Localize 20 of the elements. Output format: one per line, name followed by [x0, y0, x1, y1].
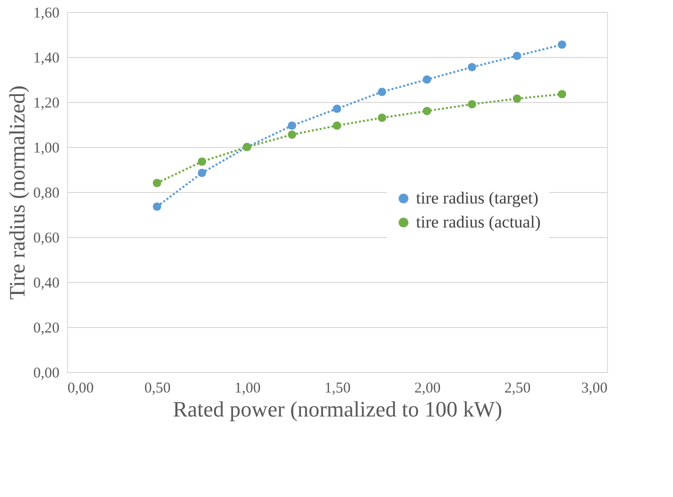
y-tick-label: 0,80 — [33, 186, 60, 202]
y-tick-label: 0,00 — [33, 366, 60, 382]
legend-label: tire radius (target) — [416, 188, 538, 208]
y-tick-label: 1,20 — [33, 96, 60, 112]
x-tick-label: 1,50 — [324, 380, 351, 396]
y-axis-title: Tire radius (normalized) — [4, 85, 30, 300]
x-tick-label: 2,50 — [504, 380, 531, 396]
x-tick-label: 0,50 — [144, 380, 171, 396]
x-axis-title: Rated power (normalized to 100 kW) — [172, 396, 502, 422]
y-tick-label: 1,00 — [33, 140, 60, 156]
x-tick-label: 0,00 — [68, 380, 94, 396]
y-tick-label: 1,60 — [33, 6, 60, 22]
y-tick-label: 0,40 — [33, 276, 60, 292]
x-tick-label: 1,00 — [234, 380, 261, 396]
y-tick-label: 0,60 — [33, 230, 60, 246]
y-tick-label: 1,40 — [33, 50, 60, 66]
y-tick-label: 0,20 — [33, 320, 60, 336]
x-tick-label: 3,00 — [581, 380, 608, 396]
legend-label: tire radius (actual) — [416, 212, 541, 232]
x-tick-label: 2,00 — [414, 380, 441, 396]
